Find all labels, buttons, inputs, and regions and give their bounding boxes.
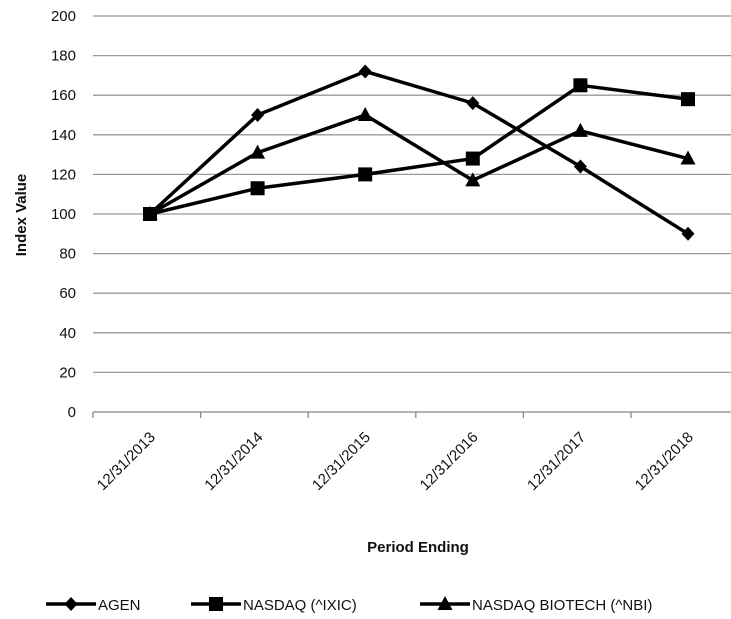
y-tick-label: 200 [51, 8, 76, 25]
y-tick-label: 20 [59, 364, 76, 381]
y-tick-label: 60 [59, 285, 76, 302]
legend-marker [64, 597, 78, 611]
data-point-marker [357, 107, 373, 121]
data-point-marker [465, 172, 481, 187]
y-tick-label: 140 [51, 127, 76, 144]
legend-item: NASDAQ (^IXIC) [191, 597, 357, 614]
series-lines [142, 64, 696, 241]
data-point-marker [358, 167, 373, 182]
series-line [149, 113, 689, 216]
x-axis [92, 411, 731, 418]
legend-marker [437, 596, 453, 610]
x-axis-title: Period Ending [367, 539, 469, 556]
y-tick-label: 100 [51, 206, 76, 223]
data-point-marker [573, 159, 587, 174]
y-tick-label: 120 [51, 166, 76, 183]
x-axis-ticks: 12/31/2013 12/31/2014 12/31/2015 12/31/2016… [94, 429, 697, 494]
legend-label: NASDAQ (^IXIC) [243, 597, 357, 614]
data-point-marker [251, 108, 265, 122]
data-point-marker [572, 122, 588, 137]
data-point-marker [250, 144, 266, 159]
y-tick-label: 40 [59, 325, 76, 342]
legend-item: AGEN [46, 597, 141, 614]
data-point-marker [573, 78, 588, 93]
data-point-marker [465, 151, 480, 166]
y-tick-label: 160 [51, 87, 76, 104]
x-tick-label: 12/31/2013 [94, 429, 159, 494]
data-point-marker [466, 96, 480, 111]
x-tick-label: 12/31/2014 [201, 429, 266, 494]
data-point-marker [142, 206, 158, 220]
y-axis-title: Index Value [13, 174, 30, 257]
legend-marker [209, 597, 223, 611]
gridlines [93, 15, 731, 374]
legend-label: NASDAQ BIOTECH (^NBI) [472, 597, 652, 614]
x-tick-label: 12/31/2018 [632, 429, 697, 494]
data-point-marker [358, 64, 372, 79]
y-tick-label: 0 [68, 404, 76, 421]
series-line [149, 83, 689, 216]
series-nasdaq-biotech-nbi [142, 107, 696, 220]
x-tick-label: 12/31/2016 [417, 429, 482, 494]
legend: AGEN NASDAQ (^IXIC) NASDAQ BIOTECH (^NBI) [46, 596, 652, 614]
y-tick-label: 180 [51, 48, 76, 65]
y-axis-ticks: 0 20 40 60 80 100 120 140 160 180 200 [51, 8, 76, 421]
data-point-marker [250, 181, 265, 196]
legend-item: NASDAQ BIOTECH (^NBI) [420, 596, 652, 614]
x-tick-label: 12/31/2017 [524, 429, 589, 494]
data-point-marker [681, 226, 695, 241]
legend-label: AGEN [98, 597, 141, 614]
data-point-marker [681, 92, 695, 107]
x-tick-label: 12/31/2015 [309, 429, 374, 494]
series-line [148, 69, 689, 236]
y-tick-label: 80 [59, 246, 76, 263]
data-point-marker [680, 150, 696, 165]
